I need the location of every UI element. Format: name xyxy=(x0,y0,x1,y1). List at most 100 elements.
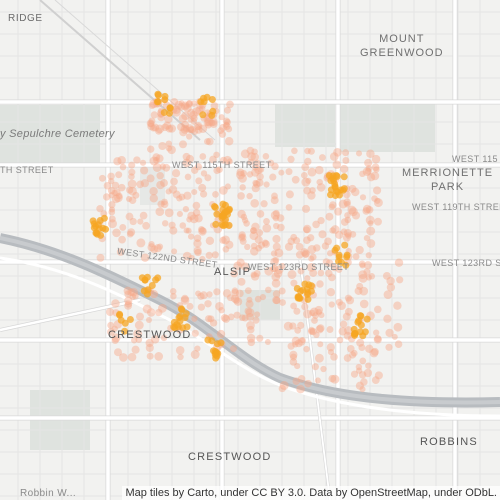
incident-point-dense xyxy=(304,290,311,298)
incident-point xyxy=(369,348,379,358)
incident-point xyxy=(134,320,144,330)
incident-point xyxy=(239,234,246,241)
incident-point xyxy=(358,273,368,283)
incident-point xyxy=(263,181,270,188)
incident-point xyxy=(343,198,351,206)
incident-point xyxy=(131,337,138,344)
incident-point xyxy=(230,269,239,278)
incident-point xyxy=(115,171,123,179)
incident-point xyxy=(273,222,280,230)
incident-point xyxy=(190,350,200,359)
incident-point xyxy=(125,212,134,221)
map-attribution: Map tiles by Carto, under CC BY 3.0. Dat… xyxy=(122,486,500,500)
incident-point xyxy=(124,300,133,308)
incident-point xyxy=(307,245,317,254)
incident-point xyxy=(148,117,156,125)
incident-point xyxy=(349,231,357,238)
incident-point xyxy=(165,125,174,133)
incident-point xyxy=(326,288,336,297)
incident-point xyxy=(272,296,281,305)
incident-point xyxy=(218,306,225,314)
incident-point xyxy=(155,127,163,135)
incident-point xyxy=(167,145,176,155)
incident-point xyxy=(194,345,201,352)
incident-point xyxy=(359,170,366,178)
incident-point xyxy=(194,126,203,134)
incident-point xyxy=(304,275,311,282)
incident-point xyxy=(185,154,194,163)
incident-point xyxy=(360,378,368,386)
incident-point xyxy=(339,320,348,328)
incident-point xyxy=(252,316,260,324)
label-th-street: TH STREET xyxy=(0,165,54,175)
incident-point xyxy=(309,327,317,336)
label-mount-greenwood: MOUNT GREENWOOD xyxy=(360,33,444,59)
incident-point xyxy=(328,374,336,383)
incident-point xyxy=(256,229,264,237)
incident-point xyxy=(212,191,219,198)
incident-point-dense xyxy=(117,316,125,324)
incident-point xyxy=(108,201,116,209)
incident-point xyxy=(154,352,164,361)
incident-point xyxy=(213,288,221,296)
incident-point xyxy=(303,236,311,245)
incident-point xyxy=(364,167,372,175)
incident-point xyxy=(140,179,149,188)
incident-point xyxy=(240,149,250,159)
incident-point-dense xyxy=(166,104,174,112)
incident-point-dense xyxy=(177,305,185,313)
incident-point xyxy=(224,137,234,146)
incident-point-dense xyxy=(222,216,229,224)
incident-point xyxy=(186,99,193,107)
label-partial: Robbin W... xyxy=(20,488,77,499)
incident-point xyxy=(152,153,161,161)
incident-point xyxy=(183,191,192,200)
incident-point xyxy=(233,261,243,271)
incident-point xyxy=(284,242,294,251)
incident-point xyxy=(239,184,246,191)
incident-point xyxy=(330,264,339,272)
incident-point xyxy=(302,250,310,258)
label-crestwood-south: CRESTWOOD xyxy=(188,451,272,463)
incident-point xyxy=(183,227,190,234)
incident-point xyxy=(142,221,150,230)
incident-point xyxy=(309,307,319,317)
incident-point xyxy=(338,199,348,209)
incident-point xyxy=(162,163,171,172)
incident-point xyxy=(301,204,311,213)
incident-point xyxy=(287,237,296,246)
incident-point xyxy=(182,158,192,168)
incident-point xyxy=(168,221,176,229)
incident-point xyxy=(394,340,403,348)
incident-point xyxy=(374,335,382,343)
incident-point xyxy=(128,161,136,169)
incident-point xyxy=(124,290,132,298)
incident-point xyxy=(135,336,143,343)
incident-point xyxy=(233,311,241,319)
incident-point xyxy=(289,358,298,366)
incident-point xyxy=(118,183,126,192)
incident-point xyxy=(148,101,156,110)
incident-point xyxy=(219,123,227,132)
incident-point xyxy=(223,106,232,114)
incident-point xyxy=(351,187,360,197)
incident-point xyxy=(127,228,136,237)
incident-point xyxy=(186,133,193,140)
incident-point xyxy=(355,367,363,374)
incident-point xyxy=(352,253,360,260)
incident-point xyxy=(147,120,155,127)
incident-point xyxy=(330,374,340,384)
incident-point xyxy=(278,287,286,295)
incident-point xyxy=(244,243,251,251)
incident-point xyxy=(235,289,244,298)
incident-point xyxy=(191,315,198,322)
incident-point xyxy=(270,250,278,257)
incident-point xyxy=(150,290,159,299)
incident-point xyxy=(113,157,122,166)
incident-point xyxy=(126,186,134,194)
incident-point xyxy=(358,260,366,268)
incident-point xyxy=(224,183,231,190)
